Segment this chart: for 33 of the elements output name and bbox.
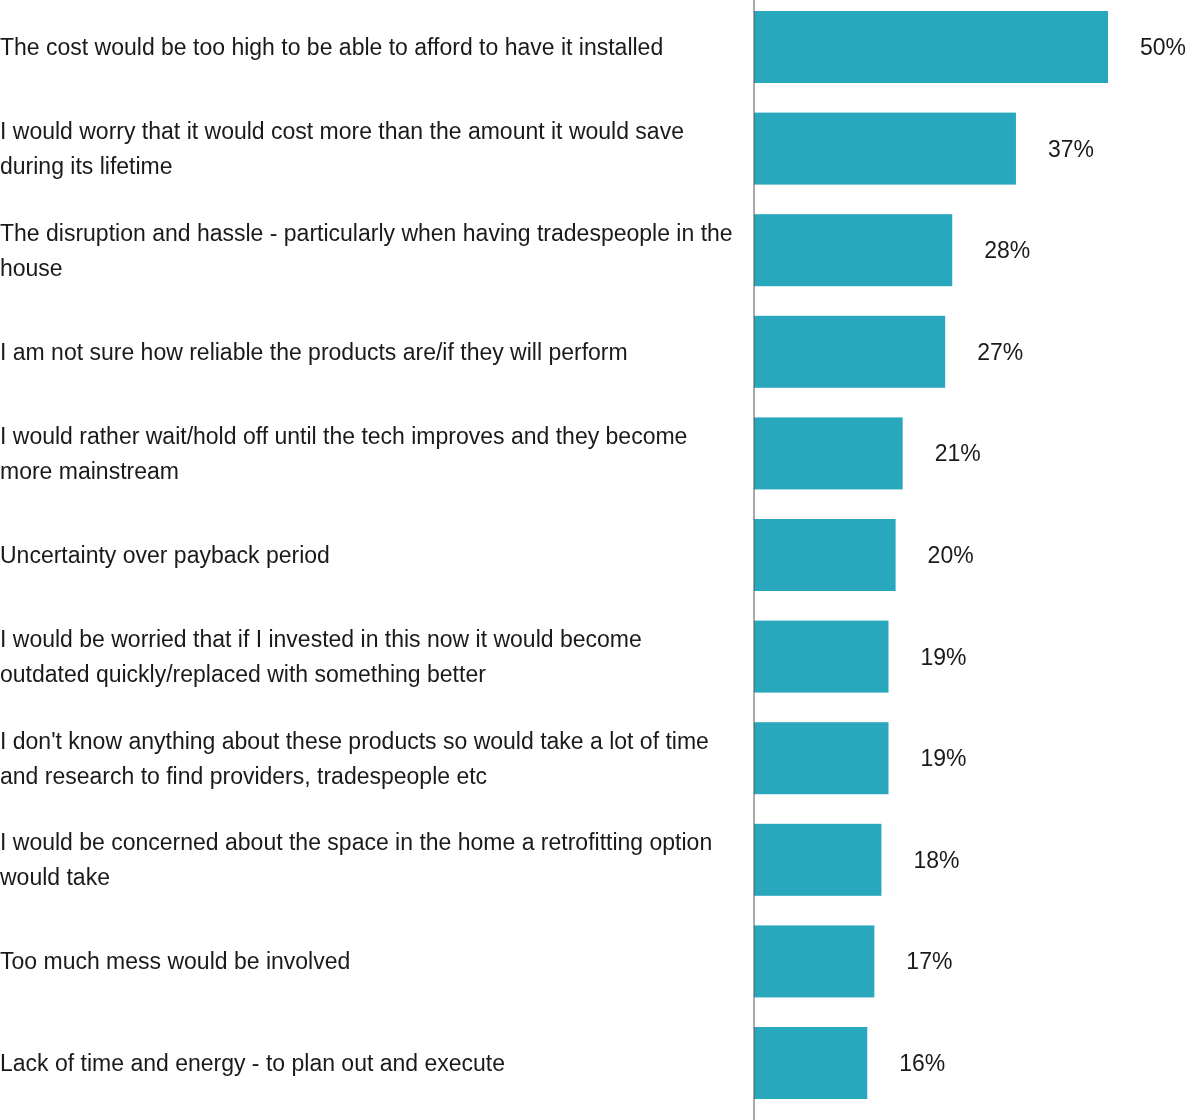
- data-label: 16%: [899, 1050, 946, 1076]
- data-label: 50%: [1140, 34, 1187, 60]
- y-tick-label: The cost would be too high to be able to afford to have it installed: [0, 34, 664, 60]
- y-tick-label: The disruption and hassle - particularly when having tradespeople in the house: [0, 219, 733, 281]
- bar: [754, 417, 903, 490]
- data-label: 19%: [920, 745, 967, 772]
- data-label: 27%: [977, 338, 1024, 365]
- bar: [754, 112, 1016, 185]
- bar: [754, 11, 1108, 83]
- y-tick-label: I would be worried that if I invested in this now it would become outdated quickly/replaced with something better: [0, 626, 642, 688]
- data-label: 37%: [1047, 135, 1095, 162]
- data-label: 17%: [906, 948, 953, 975]
- bar: [754, 519, 896, 591]
- bar: [754, 620, 889, 693]
- y-tick-label: I would worry that it would cost more than the amount it would save during its lifetime: [0, 118, 684, 180]
- bar: [754, 1027, 868, 1099]
- data-label: 28%: [984, 237, 1031, 264]
- bar: [754, 315, 946, 388]
- bar: [754, 722, 889, 795]
- y-tick-label: I am not sure how reliable the products are/if they will perform: [0, 338, 628, 365]
- data-label: 19%: [920, 643, 967, 670]
- bar: [754, 214, 953, 287]
- y-tick-label: Uncertainty over payback period: [0, 542, 330, 568]
- y-tick-label: Lack of time and energy - to plan out and execute: [0, 1050, 506, 1076]
- bar: [754, 925, 875, 998]
- y-tick-label: I don't know anything about these products so would take a lot of time and research to find providers, tradespeople etc: [0, 727, 709, 789]
- y-tick-label: I would rather wait/hold off until the tech improves and they become more mainstream: [0, 422, 688, 484]
- data-label: 20%: [927, 542, 974, 568]
- y-tick-label: Too much mess would be involved: [0, 948, 351, 975]
- bar: [754, 823, 882, 896]
- data-label: 18%: [913, 846, 960, 873]
- y-tick-label: I would be concerned about the space in the home a retrofitting option would take: [0, 829, 713, 891]
- data-label: 21%: [934, 440, 981, 467]
